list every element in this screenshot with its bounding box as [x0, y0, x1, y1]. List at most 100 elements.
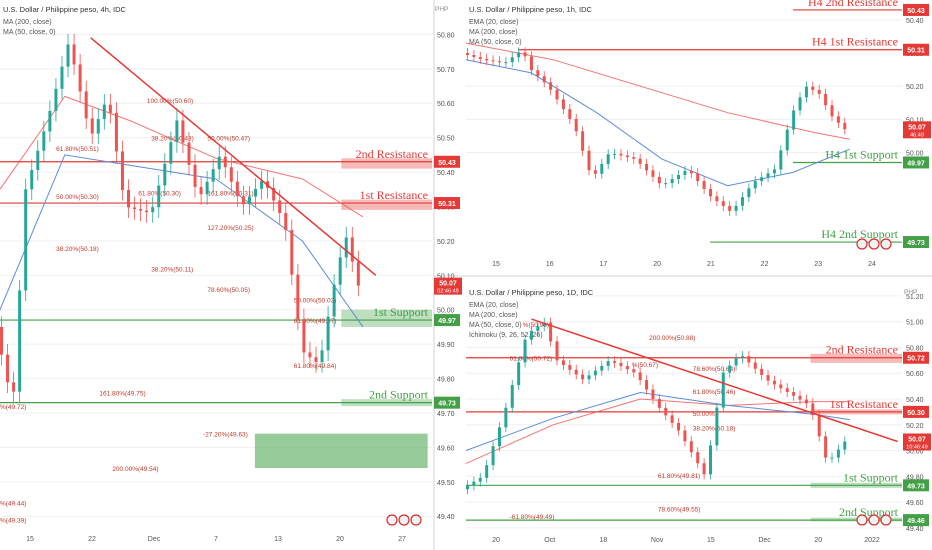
d1-y-tick-label: 50.40 [906, 397, 924, 404]
h4-candle-body [260, 181, 264, 189]
h4-trendline [90, 37, 377, 276]
h1-candle-body [772, 169, 776, 174]
h4-candle-body [344, 237, 348, 258]
d1-x-tick-label: 15 [707, 537, 715, 544]
d1-title: U.S. Dollar / Philippine peso, 1D, IDC [469, 288, 594, 297]
h4-candle-body [332, 284, 336, 317]
d1-candle-body [619, 362, 623, 367]
h1-candle-body [689, 170, 693, 174]
h4-level-tag-bg-1 [434, 197, 460, 210]
h4-ma200-line [0, 95, 364, 218]
h4-fib-label-11: 50.00%(50.03) [294, 297, 337, 304]
h4-fib-label-9: 38.20%(50.11) [151, 266, 193, 273]
d1-candle-body [485, 465, 489, 478]
us-ph-flag-icon [868, 238, 880, 250]
h1-candle-body [638, 158, 642, 164]
d1-x-tick-label: 20 [492, 537, 500, 544]
h4-x-tick-label: 15 [26, 536, 34, 543]
d1-y-tick-label: 50.00 [906, 449, 924, 456]
h1-candle-body [472, 54, 476, 57]
h1-candle-body [581, 131, 585, 151]
h4-candle-body [84, 91, 88, 119]
d1-candle-body [740, 356, 744, 359]
h4-fib-label-10: 78.60%(50.05) [207, 287, 250, 294]
h1-candle-body [715, 196, 719, 202]
h1-level-tag-3: 49.73 [907, 240, 925, 247]
d1-fib-label-7: 38.20%(50.18) [693, 425, 736, 432]
h1-y-tick-label: 50.00 [906, 151, 924, 158]
d1-candle-body [824, 436, 828, 458]
h4-candle-body [72, 44, 76, 65]
h4-candle-body [169, 142, 173, 164]
d1-x-tick-label: Nov [651, 537, 664, 544]
d1-candle-body [830, 457, 834, 459]
h4-candle-body [127, 189, 131, 208]
h4-y-tick-label: 49.60 [437, 445, 455, 452]
h1-candle-body [555, 89, 559, 100]
h1-price-countdown: 46:49 [910, 132, 924, 138]
d1-x-tick-label: 2022 [864, 537, 880, 544]
d1-level-label-1: 1st Resistance [830, 397, 898, 411]
d1-candle-body [785, 388, 789, 393]
d1-candle-body [721, 372, 725, 408]
us-ph-flag-icon [880, 238, 892, 250]
h4-candle-body [320, 350, 324, 363]
d1-candle-body [517, 362, 521, 386]
h1-candle-body [485, 58, 489, 61]
h4-price-tag: 50.07 [439, 281, 457, 288]
h1-indicator-0: EMA (20, close) [469, 19, 518, 26]
d1-candle-body [651, 389, 655, 399]
h4-candle-body [326, 316, 330, 351]
h4-candle-body [145, 210, 149, 213]
h4-level-tag-bg-0 [434, 155, 460, 168]
d1-level-zone-3 [810, 517, 902, 522]
h4-indicator-0: MA (200, close) [3, 19, 52, 26]
d1-candle-body [836, 449, 840, 458]
h4-price-countdown: 02:46:49 [437, 289, 458, 295]
h4-level-label-2: 1st Support [373, 305, 429, 319]
h4-level-label-3: 2nd Support [369, 388, 429, 402]
h4-candle-body [254, 188, 258, 197]
h1-candle-body [664, 183, 668, 185]
h4-candle-body [272, 187, 276, 201]
h1-level-label-0: H4 2nd Resistance [808, 0, 898, 9]
h4-candle-body [133, 207, 137, 210]
d1-candle-body [804, 399, 808, 404]
d1-candle-body [504, 407, 508, 428]
d1-candle-body [606, 361, 610, 366]
h4-candle-body [163, 163, 167, 186]
h4-currency-label: PHP [435, 6, 448, 13]
us-ph-flag-icon [880, 514, 892, 526]
d1-fib-label-10: 78.60%(49.55) [658, 507, 701, 514]
d1-fib-label-9: -61.80%(49.49) [510, 514, 555, 521]
d1-price-tag-bg [903, 433, 931, 451]
us-ph-flag-icon [410, 514, 422, 526]
d1-fib-label-8: 61.80%(49.81) [658, 473, 701, 480]
h1-candle-body [510, 57, 514, 63]
d1-candle-body [613, 361, 617, 363]
h4-y-tick-label: 50.50 [437, 136, 455, 143]
d1-indicator-3: Ichimoku (9, 26, 52, 26) [469, 332, 543, 339]
h4-x-tick-label: 13 [274, 536, 282, 543]
d1-candle-body [491, 446, 495, 466]
h4-x-tick-label: 27 [398, 536, 406, 543]
h1-candle-body [792, 110, 796, 130]
h1-level-tag-bg-0 [903, 3, 929, 16]
h4-y-tick-label: 49.90 [437, 342, 455, 349]
h4-candle-body [241, 196, 245, 205]
h1-candle-body [504, 62, 508, 64]
h4-indicator-1: MA (50, close, 0) [3, 29, 56, 36]
h1-candle-body [677, 175, 681, 180]
h4-fib-label-3: 50.00%(50.47) [207, 136, 250, 143]
d1-indicator-0: EMA (20, close) [469, 302, 518, 309]
h4-x-tick-label: 20 [336, 536, 344, 543]
h4-level-tag-0: 50.43 [438, 160, 456, 167]
d1-candle-body [581, 374, 585, 380]
d1-candle-body [574, 369, 578, 375]
h4-title: U.S. Dollar / Philippine peso, 4h, IDC [3, 5, 127, 14]
d1-x-tick-label: 20 [814, 537, 822, 544]
h1-candle-body [593, 170, 597, 174]
h1-indicator-1: MA (200, close) [469, 29, 518, 36]
d1-candle-body [715, 407, 719, 446]
us-ph-flag-icon [856, 238, 868, 250]
